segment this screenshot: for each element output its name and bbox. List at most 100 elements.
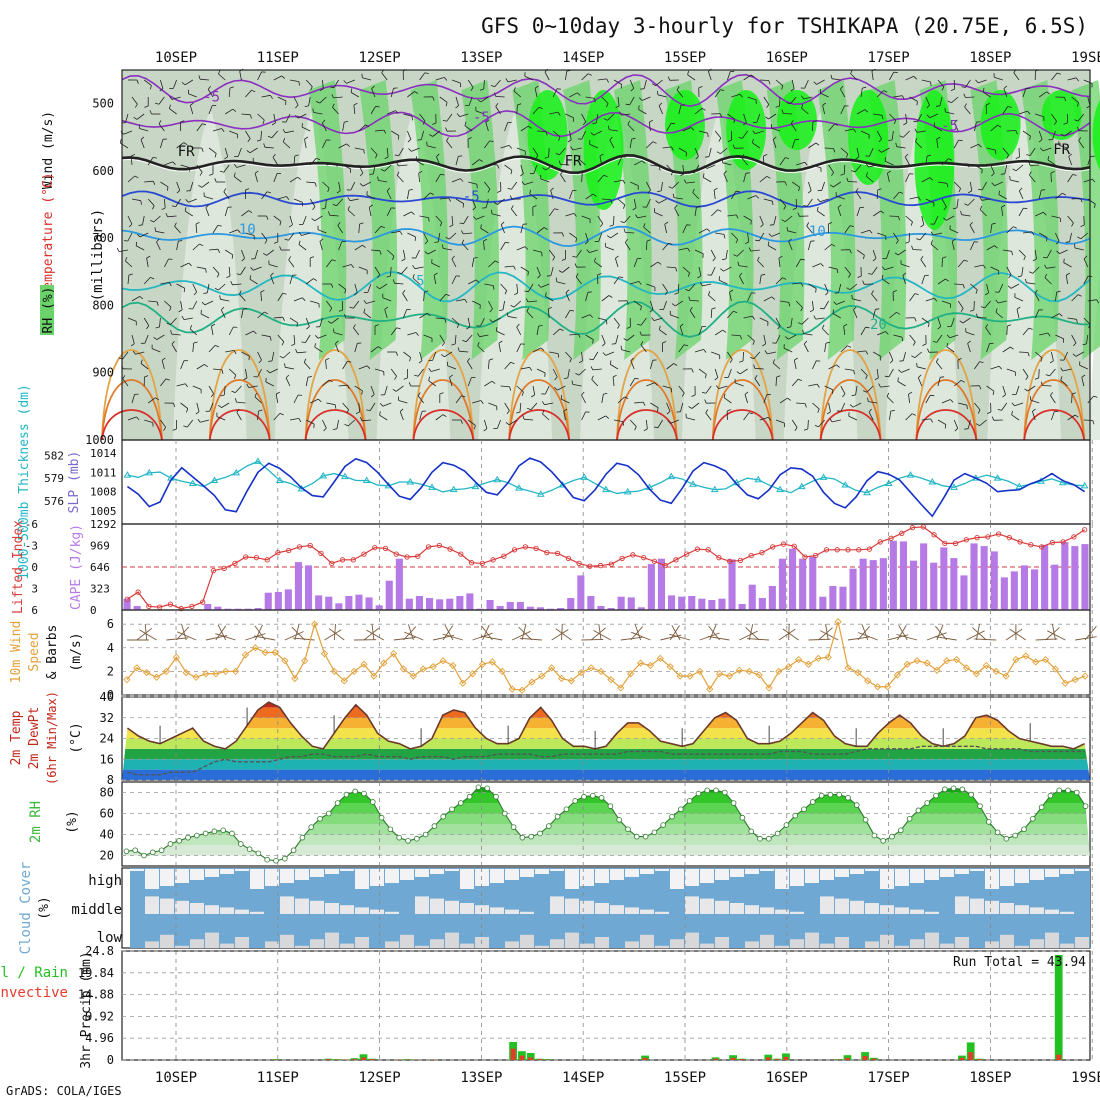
wind-barb-flag: [563, 408, 568, 412]
wind-barb-flag: [654, 382, 658, 386]
wind-barb: [779, 198, 787, 207]
wind-speed-marker: [864, 677, 872, 685]
wind-barb: [872, 210, 881, 217]
wind-barb: [362, 77, 372, 81]
wind-barb: [569, 92, 578, 98]
wind-barb-flag: [964, 428, 969, 430]
cape-bar: [1031, 569, 1039, 610]
wind-barb-flag: [557, 111, 561, 116]
rh-marker: [880, 837, 886, 844]
wind-barb-flag: [302, 297, 306, 301]
wind-barb: [192, 385, 202, 390]
wind-barb-flag: [1056, 72, 1062, 75]
wind-barb: [678, 385, 685, 394]
wind-barb-flag: [543, 227, 548, 230]
wind-barb-flag: [935, 358, 939, 363]
wind-barb: [196, 364, 205, 370]
cloud-gap-middle: [790, 911, 804, 914]
wind-barb-flag: [951, 238, 956, 242]
wind-speed-marker: [903, 660, 911, 668]
wind-barb-flag: [170, 330, 172, 335]
cape-bar: [910, 560, 918, 610]
pressure-tick: 500: [92, 97, 114, 111]
wind-barb: [1083, 79, 1093, 84]
wind-barb-flag: [626, 326, 631, 329]
wind-barb: [843, 164, 846, 175]
wind-barb: [235, 385, 242, 393]
wind-barb-flag: [276, 391, 280, 395]
wind-barb: [1039, 332, 1049, 336]
wind-speed-marker: [251, 644, 259, 652]
wind-barb: [615, 334, 619, 344]
wind-barb: [627, 124, 635, 132]
wind-barb-flag: [814, 425, 819, 428]
cloud-gap-high: [130, 869, 144, 871]
wind-barb-flag: [674, 204, 678, 209]
wind-barb-flag: [1092, 420, 1095, 425]
cloud-gap-low: [325, 932, 339, 948]
wind-barb-flag: [683, 179, 687, 184]
wind-barb-flag: [945, 278, 949, 282]
precip-tick: 24.8: [85, 944, 114, 958]
wind-barb-flag: [477, 342, 480, 347]
date-label: 18SEP: [969, 50, 1011, 66]
wind-barb: [967, 343, 971, 353]
wind-barb-flag: [833, 301, 837, 305]
wind-barb-flag: [152, 205, 155, 210]
wind-barb: [285, 130, 295, 134]
wind-barb: [455, 156, 459, 166]
wind-barb: [1087, 198, 1096, 205]
wind-barb-flag: [786, 226, 788, 231]
surface-wind-barb: [974, 638, 997, 641]
cloud-gap-middle: [745, 905, 759, 914]
cape-bar: [405, 598, 413, 610]
wind-barb-flag: [901, 337, 903, 342]
wind-barb-flag: [647, 189, 651, 194]
wind-barb: [288, 232, 295, 241]
wind-barb: [788, 334, 797, 340]
cloud-gap-middle: [475, 905, 489, 914]
cloud-level-label: middle: [71, 902, 122, 918]
wind-barb: [261, 94, 271, 98]
wind-barb: [439, 197, 449, 200]
wind-barb-flag: [197, 418, 201, 423]
wind-barb: [1063, 262, 1072, 268]
wind-barb: [403, 309, 407, 319]
wind-barb: [467, 377, 472, 387]
wind-speed-marker: [943, 657, 951, 665]
wind-barb-flag: [853, 128, 857, 133]
rh-marker: [396, 834, 403, 841]
wind-barb-flag: [840, 173, 845, 176]
wind-barb-flag: [1045, 374, 1050, 377]
wind-barb: [731, 191, 737, 200]
wind-barb: [136, 245, 145, 251]
wind-barb: [232, 283, 242, 286]
warm-contour: [508, 349, 571, 441]
wind-barb: [917, 366, 926, 370]
cape-bar: [839, 586, 847, 610]
wind-barb-flag: [748, 247, 752, 252]
date-label: 15SEP: [664, 1070, 706, 1086]
wind-barb: [484, 419, 488, 429]
wind-barb: [455, 198, 464, 204]
cape-tick: 969: [90, 540, 110, 553]
wind-barb: [451, 317, 459, 325]
wind-barb: [736, 249, 744, 257]
wind-barb: [1071, 334, 1077, 344]
wind-barb: [218, 73, 226, 81]
wind-speed-marker: [607, 676, 615, 684]
wind-barb-flag: [658, 102, 663, 106]
rh-label: RH (%): [41, 287, 56, 334]
wind-barb: [314, 346, 323, 353]
cloud-gap-middle: [820, 896, 834, 914]
wind-barb-flag: [271, 122, 276, 126]
wind-barb: [822, 328, 829, 336]
wind-barb-flag: [239, 290, 242, 295]
wind-barb-flag: [534, 85, 539, 89]
wind-barb-flag: [166, 322, 171, 325]
wind-barb: [293, 334, 296, 345]
wind-barb: [297, 351, 307, 354]
wind-barb-flag: [708, 291, 711, 296]
wind-barb-flag: [995, 299, 999, 304]
wind-barb-flag: [171, 205, 176, 207]
